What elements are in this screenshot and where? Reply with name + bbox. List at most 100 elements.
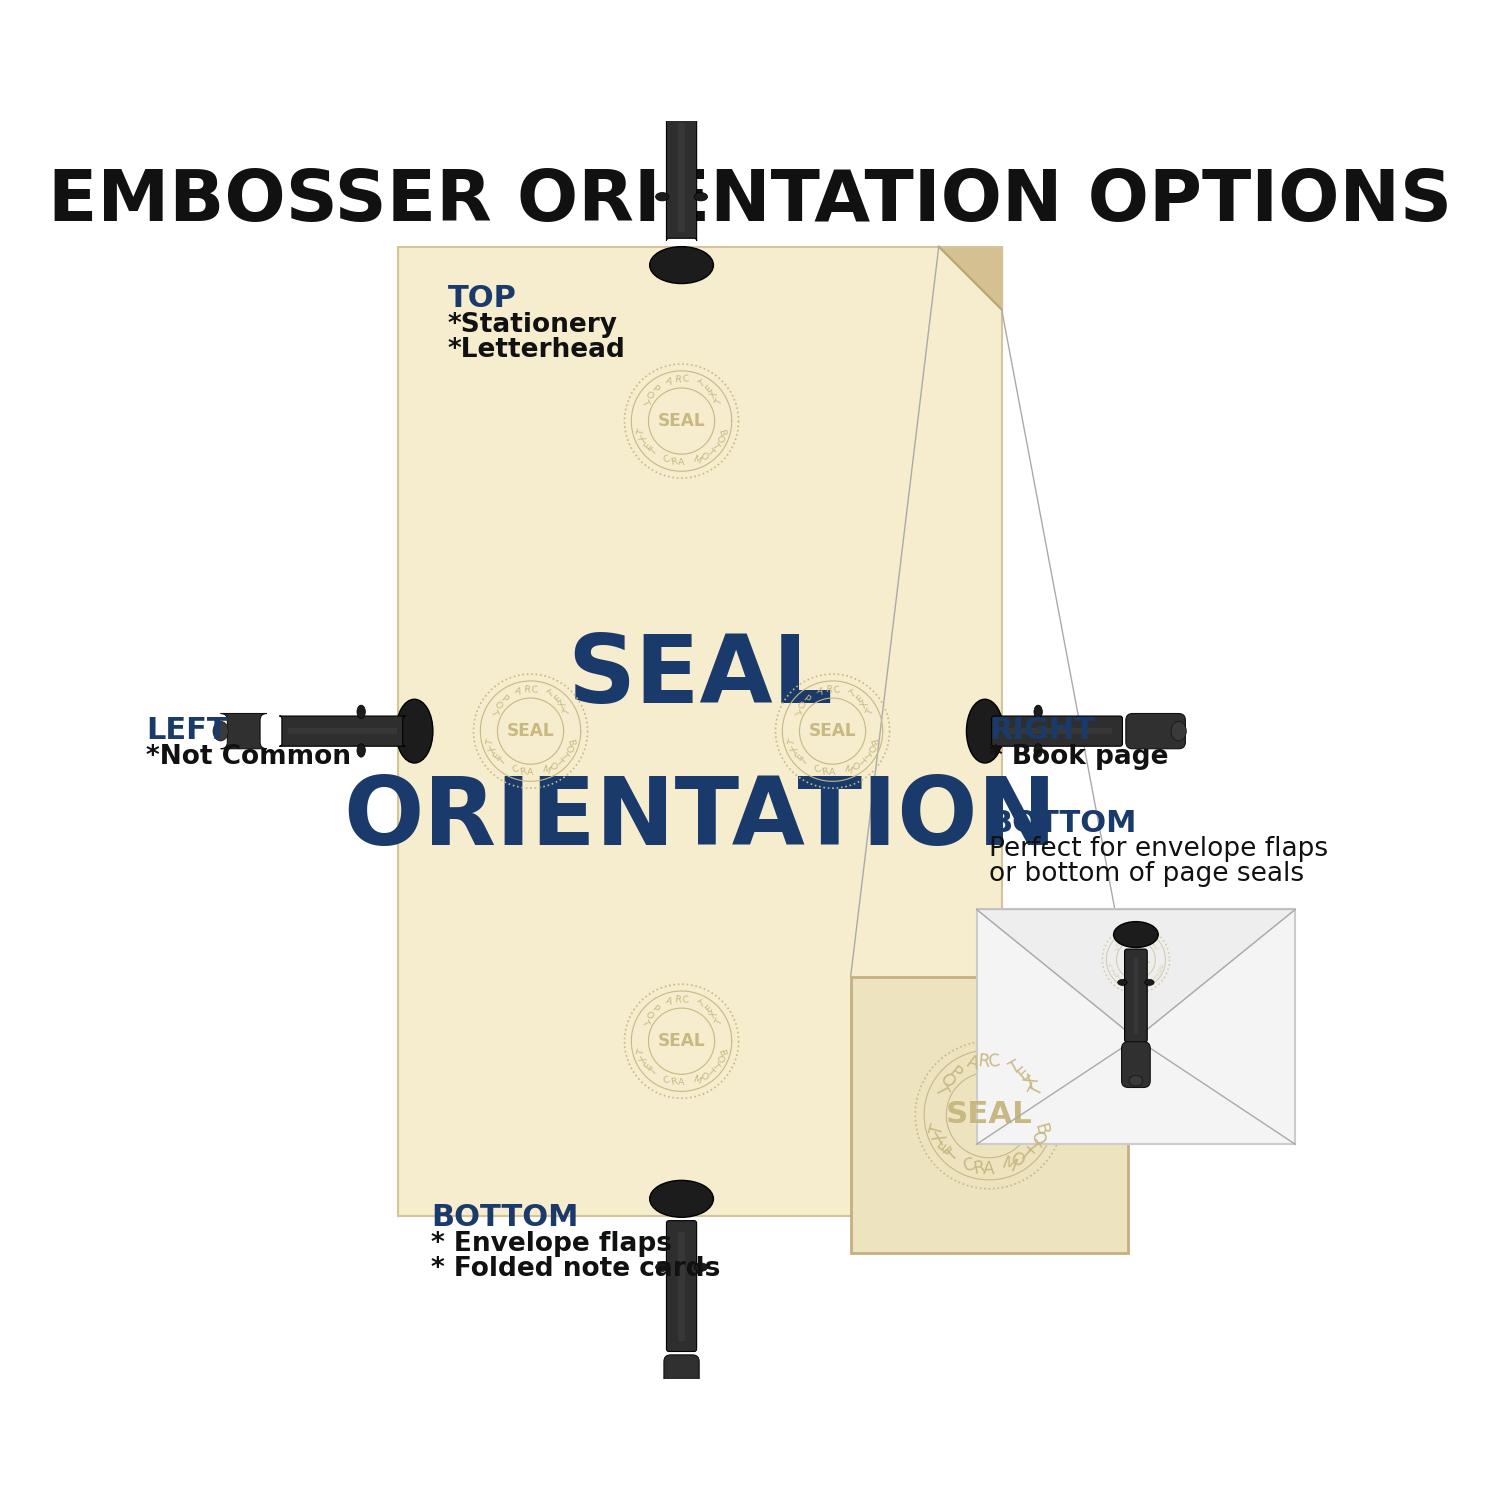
Text: M: M	[692, 454, 702, 465]
Text: T: T	[1026, 1082, 1047, 1100]
Text: O: O	[698, 450, 709, 462]
Bar	[976, 909, 1296, 1144]
Text: O: O	[794, 699, 806, 711]
Text: E: E	[936, 1137, 957, 1156]
Ellipse shape	[1130, 1076, 1143, 1086]
Text: A: A	[1134, 981, 1138, 987]
Text: T: T	[710, 1060, 720, 1071]
Text: SEAL: SEAL	[507, 722, 555, 740]
Text: T: T	[847, 690, 856, 700]
Text: P: P	[650, 384, 660, 394]
Text: *Not Common: *Not Common	[146, 744, 351, 770]
Text: T: T	[1016, 1144, 1035, 1166]
Ellipse shape	[650, 246, 714, 284]
Text: O: O	[644, 390, 654, 400]
Text: O: O	[1146, 978, 1152, 984]
Text: T: T	[648, 447, 658, 458]
Text: O: O	[1007, 1149, 1028, 1172]
Text: A: A	[678, 1078, 686, 1088]
Ellipse shape	[357, 705, 366, 718]
Text: R: R	[821, 766, 830, 777]
FancyBboxPatch shape	[668, 255, 694, 270]
Text: E: E	[1014, 1064, 1034, 1084]
Text: T: T	[1116, 975, 1122, 981]
Text: C: C	[510, 765, 520, 776]
Text: M: M	[999, 1154, 1018, 1176]
Polygon shape	[939, 246, 1002, 309]
Text: X: X	[708, 390, 720, 400]
Text: T: T	[1112, 946, 1118, 951]
FancyBboxPatch shape	[992, 716, 1122, 746]
Text: T: T	[927, 1122, 948, 1137]
Ellipse shape	[357, 744, 366, 758]
Bar	[1134, 957, 1138, 1034]
Ellipse shape	[1118, 980, 1126, 986]
Text: R: R	[670, 458, 678, 466]
Text: B: B	[717, 1048, 728, 1056]
Text: ORIENTATION: ORIENTATION	[344, 772, 1056, 865]
Text: TOP: TOP	[448, 285, 518, 314]
Ellipse shape	[656, 192, 669, 201]
Ellipse shape	[1172, 722, 1186, 741]
Text: E: E	[704, 1004, 714, 1014]
Ellipse shape	[1144, 980, 1154, 986]
Text: T: T	[942, 1144, 963, 1166]
Text: A: A	[528, 768, 534, 777]
Text: E: E	[853, 694, 864, 705]
Text: X: X	[488, 744, 498, 754]
Text: C: C	[833, 686, 840, 694]
Text: A: A	[664, 996, 674, 1006]
Text: T: T	[710, 441, 720, 452]
Text: B: B	[867, 738, 877, 747]
Text: R: R	[674, 375, 681, 384]
Ellipse shape	[213, 722, 228, 741]
Text: R: R	[519, 766, 526, 777]
Text: T: T	[788, 738, 798, 746]
Text: A: A	[678, 458, 686, 466]
FancyBboxPatch shape	[666, 116, 696, 242]
Text: * Envelope flaps: * Envelope flaps	[430, 1230, 672, 1257]
Text: SEAL: SEAL	[567, 630, 832, 723]
Text: R: R	[976, 1052, 990, 1071]
Ellipse shape	[656, 1263, 669, 1272]
Text: C: C	[531, 686, 538, 694]
Text: X: X	[708, 1010, 720, 1020]
FancyBboxPatch shape	[1125, 950, 1148, 1042]
FancyBboxPatch shape	[279, 716, 405, 746]
Text: O: O	[849, 760, 859, 772]
Ellipse shape	[396, 699, 433, 764]
Text: O: O	[714, 433, 724, 444]
Ellipse shape	[1113, 921, 1158, 948]
Bar	[1002, 728, 1112, 735]
Text: P: P	[945, 1064, 964, 1084]
Text: B: B	[566, 738, 576, 747]
Text: SEAL: SEAL	[657, 1032, 705, 1050]
Text: C: C	[987, 1052, 1002, 1071]
FancyBboxPatch shape	[1126, 714, 1185, 748]
Text: R: R	[825, 686, 833, 694]
Text: P: P	[1118, 938, 1124, 944]
Text: T: T	[790, 708, 801, 717]
Text: C: C	[682, 375, 690, 384]
Text: R: R	[522, 686, 530, 694]
Text: X: X	[558, 700, 568, 711]
Text: A: A	[982, 1160, 994, 1178]
Text: C: C	[1136, 933, 1140, 938]
Text: E: E	[552, 694, 562, 705]
Text: E: E	[644, 1060, 654, 1071]
FancyBboxPatch shape	[664, 1354, 699, 1414]
Text: T: T	[864, 708, 874, 717]
Text: T: T	[1155, 946, 1161, 951]
Text: A: A	[830, 768, 836, 777]
Text: O: O	[562, 744, 573, 754]
Text: O: O	[1113, 942, 1120, 948]
Text: A: A	[664, 376, 674, 387]
FancyBboxPatch shape	[664, 56, 699, 102]
Text: SEAL: SEAL	[1122, 954, 1150, 964]
FancyBboxPatch shape	[220, 714, 267, 748]
Text: E: E	[492, 752, 502, 760]
Text: O: O	[644, 1010, 654, 1022]
Text: P: P	[801, 694, 812, 705]
Text: C: C	[813, 765, 822, 776]
Text: LEFT: LEFT	[146, 717, 228, 746]
